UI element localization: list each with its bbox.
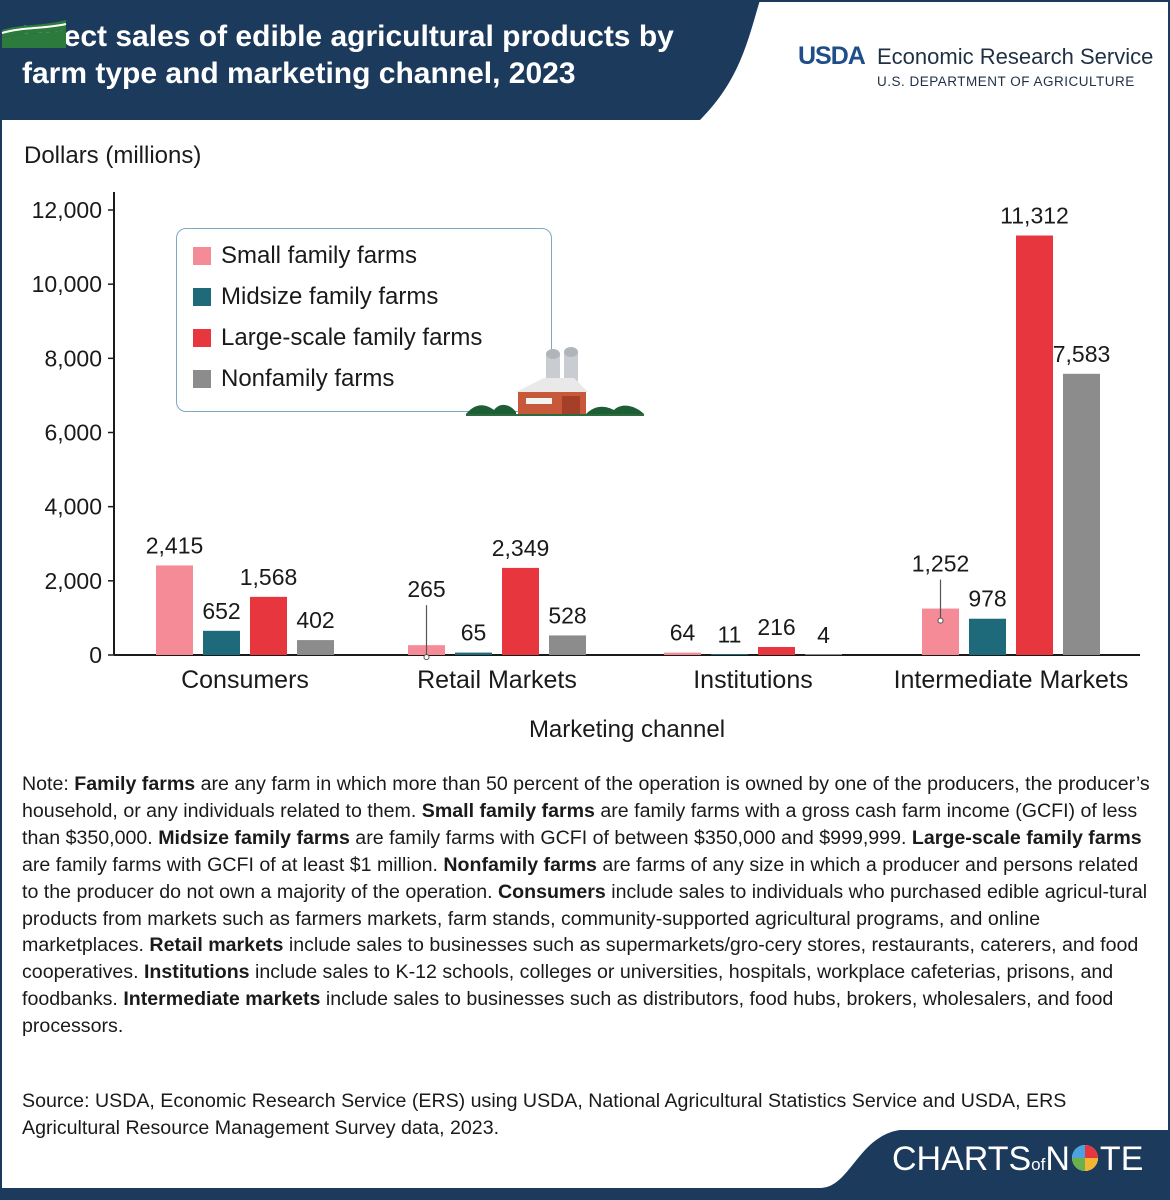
legend-label-small: Small family farms xyxy=(221,242,418,269)
bar-midsize xyxy=(455,652,492,655)
data-label-large: 216 xyxy=(757,614,795,640)
x-axis-label: Marketing channel xyxy=(528,716,726,743)
note-prefix: Note: xyxy=(22,773,75,795)
legend-item-large: Large-scale family farms xyxy=(193,323,482,353)
bar-large xyxy=(758,646,795,655)
bar-large xyxy=(250,596,287,655)
usda-logo-icon xyxy=(1,20,67,48)
bar-small xyxy=(156,565,193,655)
usda-wordmark: USDA xyxy=(798,42,866,70)
brand-n: N xyxy=(1045,1140,1070,1178)
data-label-leader-dot xyxy=(423,654,430,661)
chart-source: Source: USDA, Economic Research Service … xyxy=(22,1090,1067,1139)
y-tick-label: 10,000 xyxy=(32,271,102,297)
data-label-large: 11,312 xyxy=(1000,203,1069,229)
note-term-retail: Retail markets xyxy=(149,934,284,957)
charts-of-note-logo: CHARTSofN TE xyxy=(892,1140,1143,1179)
data-label-midsize: 65 xyxy=(461,620,487,646)
y-tick-label: 6,000 xyxy=(44,420,102,446)
data-label-nonfamily: 7,583 xyxy=(1053,341,1111,367)
pie-o-icon xyxy=(1071,1145,1098,1171)
y-axis-label: Dollars (millions) xyxy=(24,142,202,169)
bar-large xyxy=(1016,235,1053,655)
legend-item-midsize: Midsize family farms xyxy=(193,282,438,312)
legend-swatch-large xyxy=(193,329,211,347)
note-text-retail: include sales to businesses such as supe… xyxy=(22,934,1139,984)
y-tick-label: 12,000 xyxy=(32,197,102,223)
bar-nonfamily xyxy=(297,640,334,655)
data-label-midsize: 978 xyxy=(968,586,1006,612)
legend-item-nonfamily: Nonfamily farms xyxy=(193,364,394,394)
chart-title: Direct sales of edible agricultural prod… xyxy=(22,20,674,90)
brand-of: of xyxy=(1031,1155,1046,1174)
footer-shape xyxy=(0,1130,1170,1200)
footer-banner xyxy=(0,1126,1170,1200)
bar-nonfamily xyxy=(805,654,842,655)
bar-nonfamily xyxy=(549,635,586,655)
note-text-nonfamily: are farms of any size in which a produce… xyxy=(22,853,1139,903)
bar-large xyxy=(502,567,539,655)
legend-swatch-nonfamily xyxy=(193,370,211,388)
y-tick-label: 2,000 xyxy=(44,568,102,594)
note-text-large: are family farms with GCFI of at least $… xyxy=(22,853,444,876)
y-tick-label: 0 xyxy=(89,642,102,668)
legend: Small family farms Midsize family farms … xyxy=(176,228,552,412)
bar-midsize xyxy=(203,630,240,655)
note-term-family: Family farms xyxy=(74,773,196,795)
legend-label-large: Large-scale family farms xyxy=(221,324,483,351)
x-tick-label: Intermediate Markets xyxy=(894,666,1129,694)
data-label-small: 1,252 xyxy=(912,551,970,577)
header-banner: Direct sales of edible agricultural prod… xyxy=(0,0,1170,120)
department-name: U.S. DEPARTMENT OF AGRICULTURE xyxy=(877,74,1135,89)
y-tick-label: 8,000 xyxy=(44,345,102,371)
data-label-large: 1,568 xyxy=(240,564,298,590)
data-label-small: 265 xyxy=(407,576,445,602)
note-text-midsize: are family farms with GCFI of between $3… xyxy=(349,826,912,849)
bar-midsize xyxy=(969,618,1006,655)
data-label-small: 64 xyxy=(670,620,696,646)
bar-chart: 0 2,000 4,000 6,000 8,000 10,000 12,000 Consume… xyxy=(32,192,1140,694)
legend-label-midsize: Midsize family farms xyxy=(221,283,439,310)
note-text-consumers: include sales to individuals who purchas… xyxy=(22,880,1148,957)
note-term-intermediate: Intermediate markets xyxy=(123,988,321,1011)
data-label-leader-dot xyxy=(937,617,944,624)
data-label-nonfamily: 4 xyxy=(817,622,830,648)
note-text-small: are family farms with a gross cash farm … xyxy=(22,799,1138,849)
brand-te: TE xyxy=(1099,1140,1144,1178)
data-label-midsize: 652 xyxy=(202,598,240,624)
bar-small xyxy=(664,652,701,655)
bar-nonfamily xyxy=(1063,373,1100,655)
legend-item-small: Small family farms xyxy=(193,241,417,271)
brand-charts: CHARTS xyxy=(892,1140,1032,1178)
legend-swatch-small xyxy=(193,247,211,265)
note-term-small: Small family farms xyxy=(421,799,595,822)
farm-barn-icon xyxy=(466,347,644,416)
agency-name: Economic Research Service xyxy=(877,44,1154,69)
legend-swatch-midsize xyxy=(193,288,211,306)
note-text-institutions: include sales to K-12 schools, colleges … xyxy=(22,961,1114,1011)
note-term-nonfamily: Nonfamily farms xyxy=(443,853,597,876)
header-shape xyxy=(0,0,760,120)
note-term-midsize: Midsize family farms xyxy=(158,826,350,849)
x-tick-label: Institutions xyxy=(693,666,813,694)
note-text-family: are any farm in which more than 50 perce… xyxy=(22,773,1150,822)
data-label-nonfamily: 402 xyxy=(296,607,334,633)
y-tick-label: 4,000 xyxy=(44,494,102,520)
note-term-institutions: Institutions xyxy=(143,961,250,984)
legend-label-nonfamily: Nonfamily farms xyxy=(221,365,395,392)
data-label-nonfamily: 528 xyxy=(548,602,586,628)
note-term-consumers: Consumers xyxy=(497,880,606,903)
note-term-large: Large-scale family farms xyxy=(911,826,1142,849)
data-label-small: 2,415 xyxy=(146,532,204,558)
chart-note: Note: Family farms are any farm in which… xyxy=(22,771,1152,1040)
data-label-midsize: 11 xyxy=(718,622,742,648)
note-text-intermediate: include sales to businesses such as dist… xyxy=(22,988,1114,1038)
bar-midsize xyxy=(711,654,748,655)
x-tick-label: Retail Markets xyxy=(417,666,577,694)
x-tick-label: Consumers xyxy=(181,666,309,694)
data-label-large: 2,349 xyxy=(492,535,550,561)
